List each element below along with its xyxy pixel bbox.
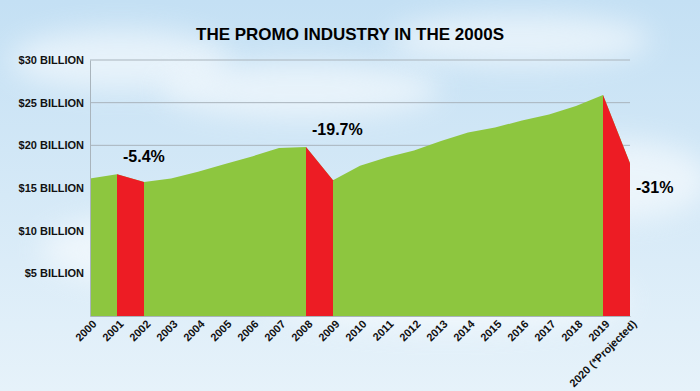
decline-area bbox=[306, 147, 333, 316]
x-tick: 2003 bbox=[154, 316, 180, 343]
chart-container: $5 BILLION $10 BILLION $15 BILLION $20 BILL… bbox=[0, 0, 700, 391]
annotation: -5.4% bbox=[123, 148, 165, 165]
y-axis: $5 BILLION $10 BILLION $15 BILLION $20 BILL… bbox=[19, 54, 91, 316]
marks bbox=[90, 95, 630, 316]
area bbox=[90, 95, 630, 316]
x-tick: 2010 bbox=[343, 316, 369, 343]
x-tick: 2002 bbox=[127, 316, 153, 343]
x-tick-label: 2015 bbox=[478, 318, 504, 344]
grid-line bbox=[90, 60, 630, 61]
x-tick-label: 2000 bbox=[73, 318, 99, 344]
x-tick: 2005 bbox=[208, 316, 234, 343]
y-axis-line bbox=[90, 61, 91, 317]
y-tick-label: $5 BILLION bbox=[25, 267, 84, 279]
x-tick-label: 2006 bbox=[235, 318, 261, 344]
x-tick-label: 2014 bbox=[451, 317, 477, 343]
annotation: -19.7% bbox=[312, 121, 363, 138]
x-tick: 2011 bbox=[370, 316, 395, 343]
x-tick-label: 2017 bbox=[532, 318, 558, 344]
decline-area bbox=[603, 95, 630, 316]
x-tick-label: 2013 bbox=[424, 318, 450, 344]
cloud bbox=[160, 62, 440, 118]
y-tick: $25 BILLION bbox=[19, 97, 90, 109]
title: THE PROMO INDUSTRY IN THE 2000S bbox=[196, 25, 504, 44]
annotation: -31% bbox=[636, 179, 673, 196]
y-tick: $10 BILLION bbox=[19, 225, 90, 237]
x-tick: 2008 bbox=[289, 316, 315, 343]
decline-area bbox=[117, 174, 144, 316]
x-tick-label: 2007 bbox=[262, 318, 288, 344]
x-axis-line bbox=[91, 316, 631, 317]
x-tick-label: 2011 bbox=[370, 318, 395, 343]
x-tick-label: 2009 bbox=[316, 318, 342, 344]
background bbox=[0, 0, 700, 391]
y-tick: $20 BILLION bbox=[19, 139, 90, 151]
y-tick: $30 BILLION bbox=[19, 54, 90, 66]
x-tick-label: 2012 bbox=[397, 318, 423, 344]
x-tick: 2017 bbox=[532, 316, 558, 343]
x-tick-label: 2008 bbox=[289, 318, 315, 344]
x-tick-label: 2016 bbox=[505, 318, 531, 344]
x-tick: 2006 bbox=[235, 316, 261, 343]
y-tick: $15 BILLION bbox=[19, 182, 90, 194]
clouds bbox=[10, 14, 700, 330]
x-tick-label: 2010 bbox=[343, 318, 369, 344]
x-tick-label: 2004 bbox=[181, 317, 207, 343]
x-tick-label: 2003 bbox=[154, 318, 180, 344]
x-tick-label: 2002 bbox=[127, 318, 153, 344]
x-tick: 2009 bbox=[316, 316, 342, 343]
x-tick: 2007 bbox=[262, 316, 288, 343]
y-tick-label: $30 BILLION bbox=[19, 54, 84, 66]
x-tick-label: 2005 bbox=[208, 318, 234, 344]
y-tick-label: $15 BILLION bbox=[19, 182, 84, 194]
y-tick-label: $20 BILLION bbox=[19, 139, 84, 151]
grid-line bbox=[90, 102, 630, 103]
y-tick-label: $10 BILLION bbox=[19, 225, 84, 237]
x-axis: 2000200120022003200420052006200720082009… bbox=[73, 316, 639, 389]
x-tick-label: 2001 bbox=[100, 318, 126, 344]
x-tick-label: 2018 bbox=[559, 318, 585, 344]
x-tick: 2013 bbox=[424, 316, 450, 343]
x-tick-label: 2020 (*Projected) bbox=[567, 317, 639, 389]
x-tick: 2014 bbox=[451, 316, 477, 343]
x-tick: 2001 bbox=[100, 316, 126, 343]
x-tick: 2016 bbox=[505, 316, 531, 343]
x-tick: 2018 bbox=[559, 316, 585, 343]
x-tick: 2004 bbox=[181, 316, 207, 343]
x-tick: 2020 (*Projected) bbox=[567, 316, 639, 389]
x-tick: 2012 bbox=[397, 316, 423, 343]
x-tick: 2000 bbox=[73, 316, 99, 343]
x-tick: 2015 bbox=[478, 316, 504, 343]
y-tick-label: $25 BILLION bbox=[19, 97, 84, 109]
chart-svg: $5 BILLION $10 BILLION $15 BILLION $20 BILL… bbox=[0, 0, 700, 391]
y-tick: $5 BILLION bbox=[25, 267, 90, 279]
